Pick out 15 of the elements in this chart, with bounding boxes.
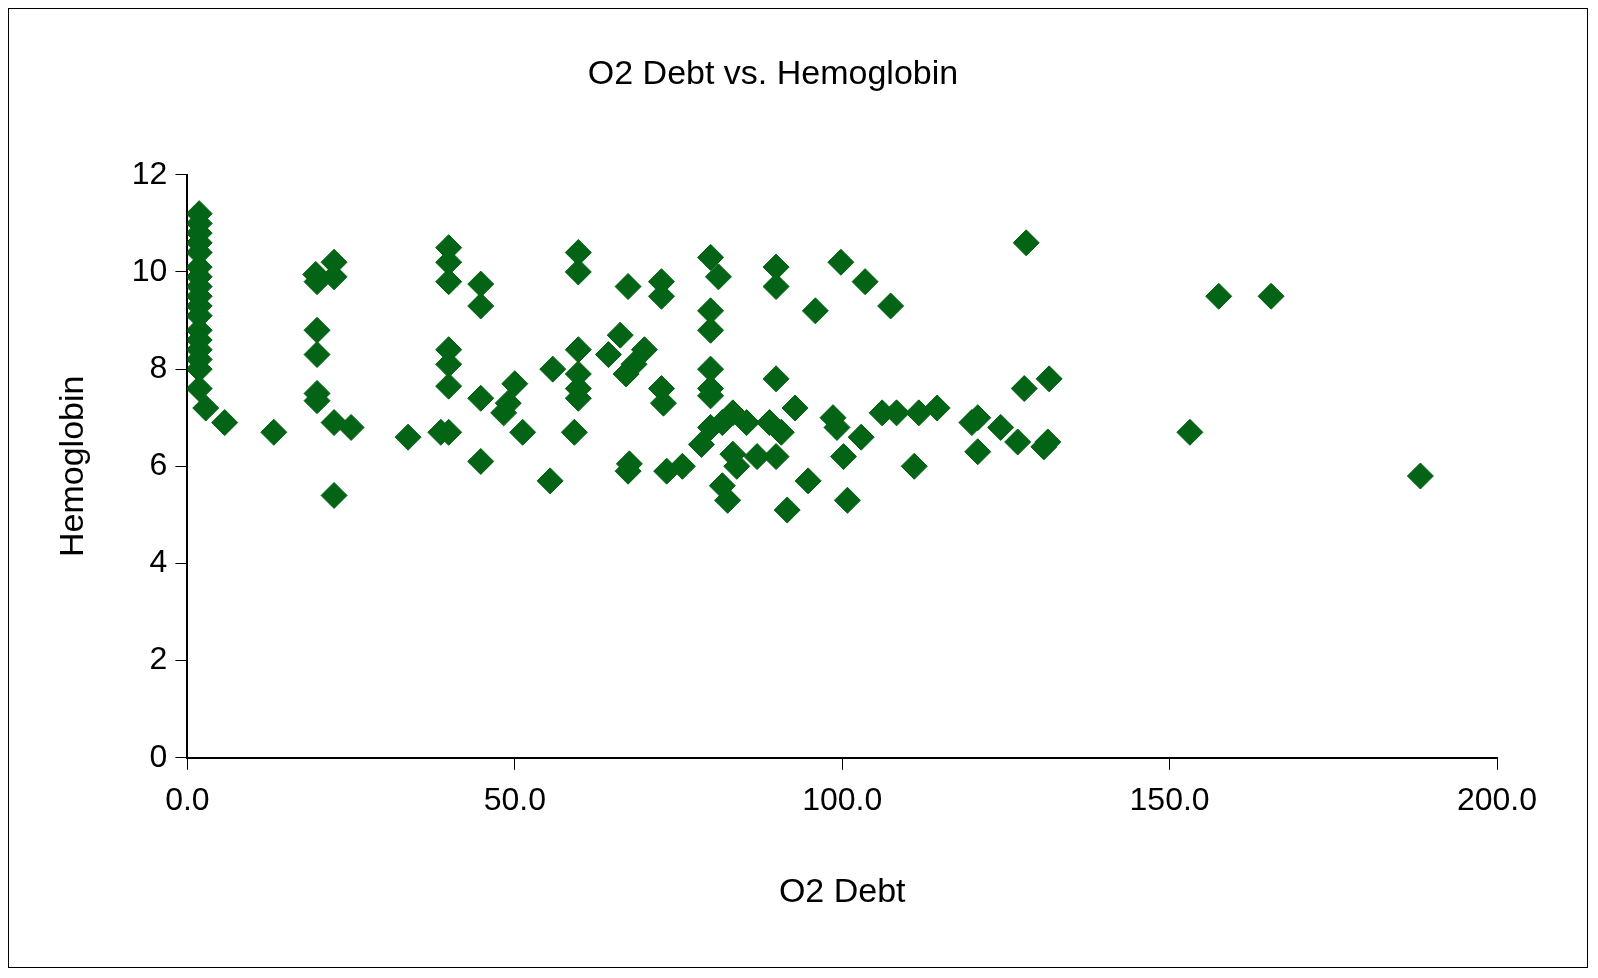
y-tick-label: 0 [149,737,168,774]
x-axis-title: O2 Debt [778,870,907,909]
y-tick-label: 6 [149,446,168,483]
y-tick-label: 2 [149,640,168,677]
chart-title: O2 Debt vs. Hemoglobin [587,52,959,91]
x-tick-label: 200.0 [1456,780,1538,817]
x-tick-label: 150.0 [1129,780,1210,817]
x-tick-label: 0.0 [165,780,210,817]
y-tick-label: 8 [149,348,168,385]
x-tick-label: 100.0 [802,780,883,817]
y-tick-label: 4 [149,543,168,580]
y-tick-label: 12 [131,154,168,191]
y-axis-title: Hemoglobin [51,375,90,558]
y-tick-label: 10 [131,251,168,288]
x-tick-label: 50.0 [483,780,546,817]
